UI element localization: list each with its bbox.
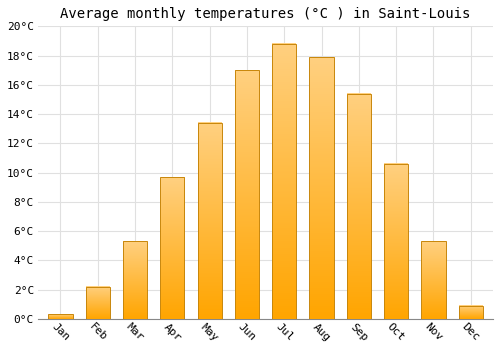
Bar	[48, 315, 72, 319]
Title: Average monthly temperatures (°C ) in Saint-Louis: Average monthly temperatures (°C ) in Sa…	[60, 7, 471, 21]
Bar	[310, 57, 334, 319]
Bar	[160, 177, 184, 319]
Bar	[198, 123, 222, 319]
Bar	[123, 241, 147, 319]
Bar	[235, 70, 259, 319]
Bar	[346, 93, 371, 319]
Bar	[422, 241, 446, 319]
Bar	[86, 287, 110, 319]
Bar	[384, 164, 408, 319]
Bar	[458, 306, 483, 319]
Bar	[272, 44, 296, 319]
